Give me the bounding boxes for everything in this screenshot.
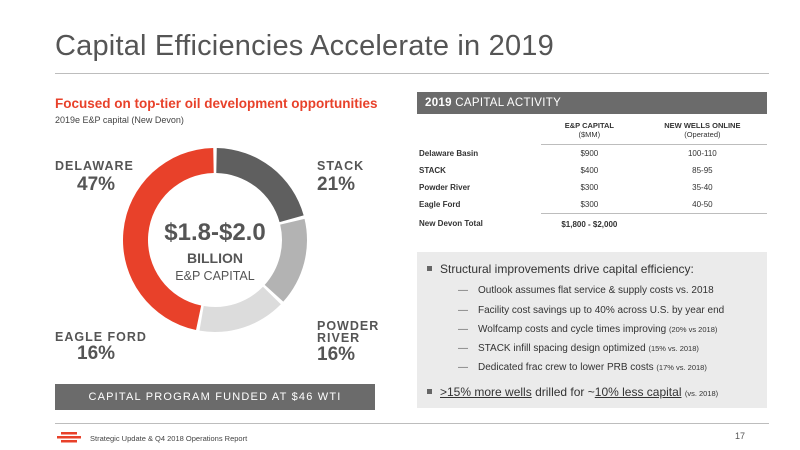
table-total-row: New Devon Total $1,800 - $2,000 bbox=[417, 213, 767, 234]
powder-river-label-line1: POWDER bbox=[317, 319, 380, 333]
table-row: STACK $400 85-95 bbox=[419, 166, 713, 175]
table-row: Delaware Basin $900 100-110 bbox=[419, 148, 717, 158]
bullet-capital-efficiency: Structural improvements drive capital ef… bbox=[427, 262, 694, 276]
funded-banner: CAPITAL PROGRAM FUNDED AT $46 WTI bbox=[55, 384, 375, 410]
list-item: — Outlook assumes flat service & supply c… bbox=[458, 285, 714, 296]
list-item: — Dedicated frac crew to lower PRB costs … bbox=[458, 362, 707, 373]
title-divider bbox=[55, 73, 769, 74]
square-bullet-icon bbox=[427, 266, 432, 272]
footer-divider bbox=[55, 423, 769, 424]
capital-activity-table: E&P CAPITAL ($MM) NEW WELLS ONLINE (Operat… bbox=[417, 117, 767, 234]
center-label: E&P CAPITAL bbox=[175, 269, 255, 283]
donut-slice-stack bbox=[216, 148, 304, 223]
donut-slice-delaware bbox=[122, 148, 214, 331]
wells-column-header: NEW WELLS ONLINE (Operated) bbox=[637, 117, 767, 145]
activity-header-text: CAPITAL ACTIVITY bbox=[455, 97, 562, 109]
capital-donut-chart bbox=[122, 148, 307, 332]
powder-river-label-line2: RIVER bbox=[317, 331, 361, 345]
stack-percent: 21% bbox=[317, 174, 356, 195]
page-title: Capital Efficiencies Accelerate in 2019 bbox=[55, 30, 554, 62]
delaware-percent: 47% bbox=[77, 174, 116, 195]
capital-column-header: E&P CAPITAL ($MM) bbox=[541, 117, 638, 145]
list-item: — Wolfcamp costs and cycle times improvin… bbox=[458, 324, 718, 335]
donut-slice-eagle-ford bbox=[199, 286, 281, 332]
devon-logo-icon bbox=[57, 432, 81, 443]
focus-heading: Focused on top-tier oil development oppo… bbox=[55, 96, 378, 111]
stack-label: STACK bbox=[317, 159, 365, 173]
focus-subheading: 2019e E&P capital (New Devon) bbox=[55, 115, 184, 125]
list-item: — Facility cost savings up to 40% across … bbox=[458, 305, 725, 316]
delaware-label: DELAWARE bbox=[55, 159, 134, 173]
powder-river-percent: 16% bbox=[317, 344, 356, 365]
table-row: Powder River $300 35-40 bbox=[419, 183, 713, 192]
activity-header: 2019 CAPITAL ACTIVITY bbox=[417, 92, 767, 114]
footer-text: Strategic Update & Q4 2018 Operations Re… bbox=[90, 434, 248, 443]
center-amount: $1.8-$2.0 bbox=[164, 219, 266, 246]
square-bullet-icon bbox=[427, 389, 432, 395]
page-number: 17 bbox=[735, 431, 746, 441]
bullets-panel bbox=[417, 252, 767, 408]
list-item: — STACK infill spacing design optimized (… bbox=[458, 343, 699, 354]
donut-slice-powder-river bbox=[264, 218, 307, 302]
bullet-more-wells: >15% more wells drilled for ~10% less ca… bbox=[427, 385, 718, 399]
center-unit: BILLION bbox=[187, 250, 243, 266]
table-header-row: E&P CAPITAL ($MM) NEW WELLS ONLINE (Operat… bbox=[417, 117, 767, 145]
activity-header-year: 2019 bbox=[425, 97, 452, 109]
powder-river-label: POWDER RIVER bbox=[317, 319, 380, 345]
eagle-ford-percent: 16% bbox=[77, 343, 116, 364]
eagle-ford-label: EAGLE FORD bbox=[55, 330, 147, 344]
table-row: Eagle Ford $300 40-50 bbox=[419, 200, 713, 210]
blank-header bbox=[417, 117, 541, 145]
